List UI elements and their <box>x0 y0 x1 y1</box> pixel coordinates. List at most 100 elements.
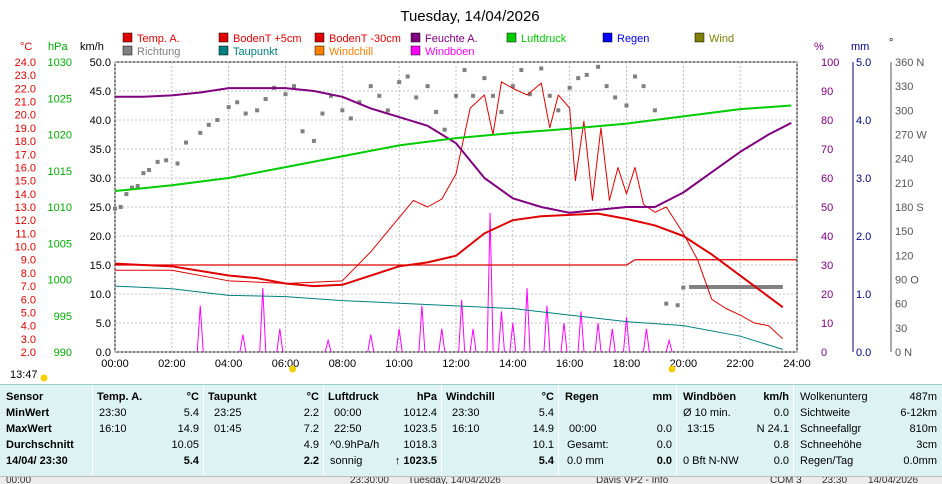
gust-spike <box>642 328 650 353</box>
direction-point <box>283 92 288 97</box>
gust-spike <box>560 322 568 353</box>
dir-tick-label: 240 <box>895 154 913 166</box>
direction-point <box>482 76 487 81</box>
direction-point <box>328 93 333 98</box>
legend-label: Temp. A. <box>137 33 180 45</box>
legend-label: BodenT +5cm <box>233 33 302 45</box>
direction-point <box>641 84 646 89</box>
direction-point <box>311 138 316 143</box>
legend-label: Feuchte A. <box>425 33 478 45</box>
gust-mean-value: 0.8 <box>773 439 789 451</box>
wind-tick-label: 40.0 <box>90 115 111 127</box>
x-tick-label: 00:00 <box>101 358 129 370</box>
series-line <box>114 285 783 350</box>
weather-chart: Tuesday, 14/04/2026 Temp. A. BodenT +5cm B… <box>15 8 927 382</box>
direction-point <box>633 74 638 79</box>
legend-label: Wind <box>709 33 734 45</box>
direction-point <box>567 85 572 90</box>
direction-point <box>462 68 467 73</box>
direction-point <box>442 127 447 132</box>
temp-max-value: 14.9 <box>177 423 199 435</box>
rain-rate-value: 0.0 <box>656 423 672 435</box>
temp-tick-label: 4.0 <box>21 321 36 333</box>
dir-tick-label: 60 <box>895 299 907 311</box>
direction-point <box>243 111 248 116</box>
dir-tick-label: 180 S <box>895 202 924 214</box>
temp-tick-label: 5.0 <box>21 307 36 319</box>
direction-point <box>130 185 135 190</box>
press-tick-label: 990 <box>54 347 72 359</box>
direction-point <box>499 109 504 114</box>
status-bar: 00:00 23:30:00 Tuesday, 14/04/2026 Davis… <box>0 476 942 484</box>
legend-swatch <box>218 45 229 56</box>
direction-point <box>300 129 305 134</box>
direction-point <box>584 72 589 77</box>
press-max-value: 1023.5 <box>403 423 437 435</box>
legend-swatch <box>122 32 133 43</box>
gust-current-value: 0.0 <box>773 455 789 467</box>
direction-point <box>576 76 581 81</box>
series-line <box>114 104 792 193</box>
direction-point <box>405 74 410 79</box>
x-tick-label: 24:00 <box>783 358 811 370</box>
direction-point <box>425 84 430 89</box>
direction-point <box>556 108 561 113</box>
rain-unit-cell: mm <box>652 391 672 403</box>
wind-tick-label: 25.0 <box>90 202 111 214</box>
hum-unit: % <box>814 41 824 53</box>
direction-point <box>471 93 476 98</box>
hum-tick-label: 90 <box>821 86 833 98</box>
col-gust: Windböen km/h Ø 10 min. 0.0 13:15 N 24.1… <box>677 385 794 477</box>
press-unit-cell: hPa <box>416 391 437 403</box>
wind-tick-label: 0.0 <box>96 347 111 359</box>
direction-point <box>226 105 231 110</box>
press-trend: ^0.9hPa/h <box>330 439 380 451</box>
direction-point <box>235 100 240 105</box>
rainday-value: 0.0mm <box>903 455 937 467</box>
direction-point <box>414 95 419 100</box>
direction-point <box>141 171 146 176</box>
rain-time: 00:00 <box>569 423 597 435</box>
cloudbase-label: Wolkenunterg <box>800 391 868 403</box>
press-unit: hPa <box>48 41 68 53</box>
gust-beaufort: 0 Bft N-NW <box>683 455 739 467</box>
sunset-marker <box>668 365 676 373</box>
dir-tick-label: 360 N <box>895 57 924 69</box>
col-windchill: Windchill °C 23:30 5.4 16:10 14.9 10.1 5… <box>442 385 559 477</box>
legend-swatch <box>410 32 421 43</box>
direction-point <box>613 95 618 100</box>
press-tick-label: 1010 <box>48 202 72 214</box>
direction-point <box>604 84 609 89</box>
series-line <box>115 259 797 266</box>
status-info: Davis VP2 - Info <box>596 476 669 484</box>
dir-tick-label: 300 <box>895 105 913 117</box>
direction-point <box>357 100 362 105</box>
sensor-header: Sensor <box>6 391 44 403</box>
temp-header: Temp. A. <box>97 391 143 403</box>
wind-tick-label: 5.0 <box>96 318 111 330</box>
direction-point <box>527 92 532 97</box>
direction-point <box>255 108 260 113</box>
gust-spike <box>395 328 403 353</box>
press-tick-label: 1025 <box>48 93 72 105</box>
dir-tick-label: 330 <box>895 81 913 93</box>
row-min: MinWert <box>6 407 50 419</box>
temp-tick-label: 23.0 <box>15 70 36 82</box>
dew-header: Taupunkt <box>208 391 257 403</box>
gust-spike <box>324 338 332 353</box>
dir-unit: ° <box>889 37 893 49</box>
x-tick-label: 14:00 <box>499 358 527 370</box>
temp-tick-label: 9.0 <box>21 255 36 267</box>
hum-tick-label: 40 <box>821 231 833 243</box>
col-rain: Regen mm 00:00 0.0 Gesamt: 0.0 0.0 mm 0.… <box>559 385 677 477</box>
press-tick-label: 995 <box>54 311 72 323</box>
rain-total-value: 0.0 <box>656 439 672 451</box>
gust-spike <box>523 288 531 353</box>
legend-label: Windchill <box>329 46 373 58</box>
wind-tick-label: 30.0 <box>90 173 111 185</box>
x-tick-label: 12:00 <box>442 358 470 370</box>
temp-tick-label: 6.0 <box>21 294 36 306</box>
chill-header: Windchill <box>446 391 495 403</box>
status-date: Tuesday, 14/04/2026 <box>408 476 501 484</box>
direction-point <box>547 93 552 98</box>
